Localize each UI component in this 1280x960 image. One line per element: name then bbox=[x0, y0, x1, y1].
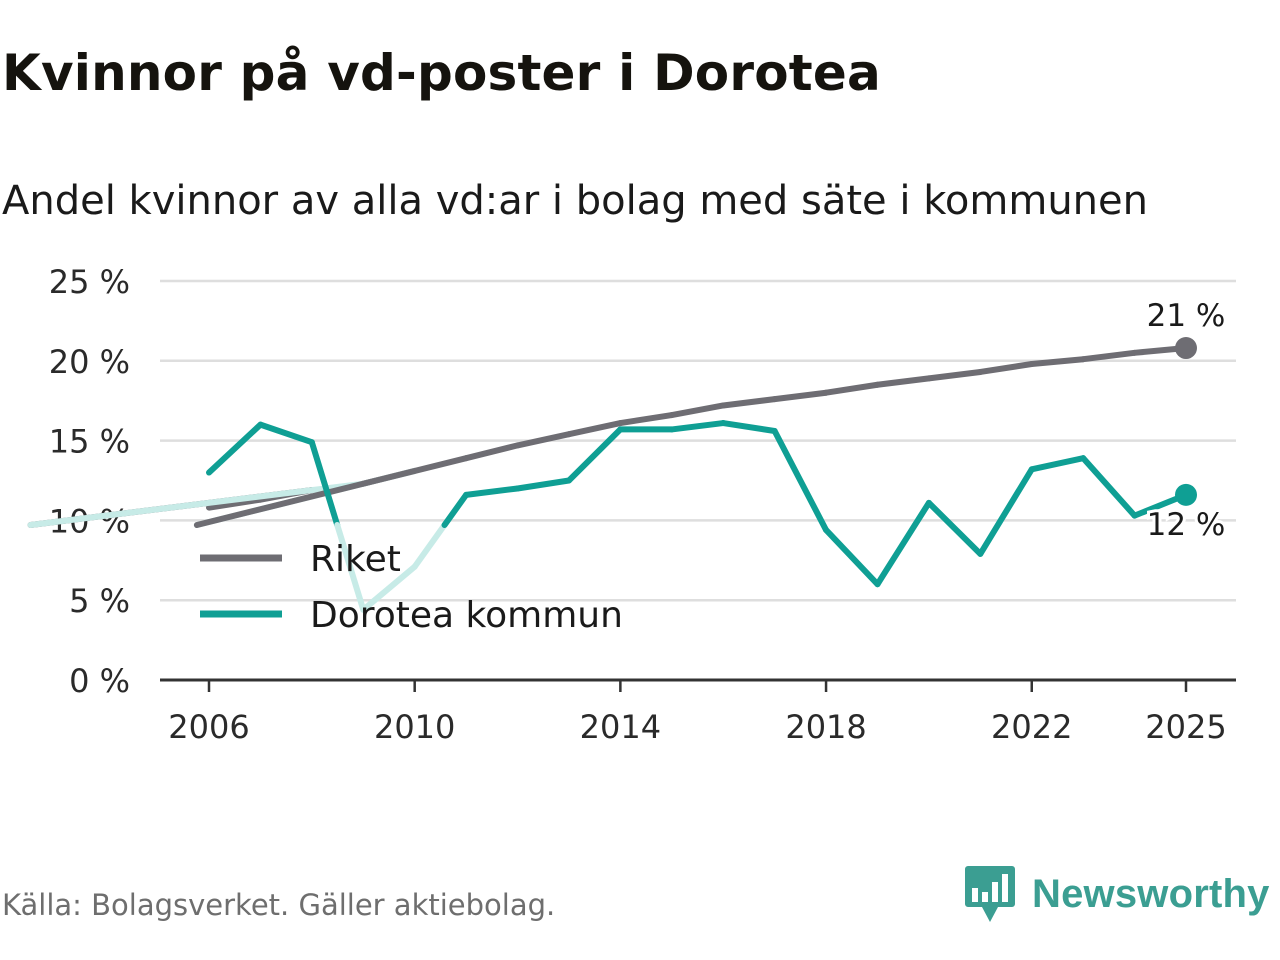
chart-subtitle: Andel kvinnor av alla vd:ar i bolag med … bbox=[2, 178, 1148, 224]
line-segment bbox=[1080, 455, 1138, 519]
line-segment bbox=[977, 466, 1035, 557]
line-segment bbox=[925, 499, 984, 557]
x-axis: 2006 2010 2014 2018 2022 2025 bbox=[160, 678, 1236, 746]
end-label-dorotea: 12 % bbox=[1147, 507, 1226, 543]
line-segment bbox=[874, 499, 932, 588]
line-segment bbox=[514, 477, 572, 492]
line-segment bbox=[1080, 349, 1138, 363]
line-segment bbox=[514, 431, 572, 449]
line-segment bbox=[565, 420, 624, 438]
line-segment bbox=[823, 381, 881, 396]
brand-name: Newsworthy bbox=[1032, 871, 1270, 916]
x-tick-label: 2010 bbox=[374, 708, 455, 746]
end-labels: 21 % 12 % bbox=[1144, 298, 1229, 546]
x-tick-label: 2025 bbox=[1145, 708, 1226, 746]
line-segment bbox=[771, 428, 830, 533]
line-segment bbox=[206, 421, 264, 476]
line-segment bbox=[360, 563, 418, 613]
line-segment bbox=[1028, 356, 1087, 367]
end-point bbox=[1175, 337, 1197, 360]
line-segment bbox=[206, 496, 264, 511]
line-segment bbox=[720, 420, 778, 435]
end-point bbox=[1175, 483, 1197, 506]
line-segment bbox=[720, 396, 778, 409]
line-segment bbox=[977, 360, 1035, 375]
newsworthy-logo-icon bbox=[965, 866, 1015, 922]
y-tick-label: 5 % bbox=[69, 582, 130, 620]
y-tick-label: 0 % bbox=[69, 662, 130, 700]
y-axis: 0 %5 %10 %15 %20 %25 % bbox=[49, 263, 130, 700]
line-segment bbox=[193, 455, 470, 528]
line-segment bbox=[668, 402, 727, 419]
x-tick-label: 2014 bbox=[580, 708, 661, 746]
legend: Riket Dorotea kommun bbox=[200, 539, 623, 636]
line-segment bbox=[565, 426, 624, 484]
line-segment bbox=[411, 522, 448, 570]
x-tick-label: 2006 bbox=[168, 708, 249, 746]
y-tick-label: 15 % bbox=[49, 423, 130, 461]
end-label-riket: 21 % bbox=[1147, 298, 1226, 334]
series-lines bbox=[27, 337, 1197, 613]
line-segment bbox=[257, 421, 315, 446]
series-riket bbox=[27, 337, 1197, 528]
line-segment bbox=[668, 420, 727, 433]
line-segment bbox=[463, 485, 521, 498]
x-tick-label: 2022 bbox=[991, 708, 1072, 746]
x-tick-label: 2018 bbox=[785, 708, 866, 746]
y-tick-label: 20 % bbox=[49, 343, 130, 381]
line-segment bbox=[874, 375, 932, 388]
line-segment bbox=[334, 522, 367, 613]
line-segment bbox=[771, 389, 830, 403]
line-segment bbox=[27, 480, 367, 528]
line-segment bbox=[617, 412, 675, 427]
series-dorotea bbox=[206, 420, 1197, 613]
line-segment bbox=[463, 442, 521, 462]
line-segment bbox=[308, 439, 341, 528]
legend-label: Dorotea kommun bbox=[310, 595, 623, 636]
line-segment bbox=[823, 526, 881, 588]
line-segment bbox=[1028, 455, 1087, 473]
y-tick-label: 25 % bbox=[49, 263, 130, 301]
line-segment bbox=[441, 491, 470, 528]
source-note: Källa: Bolagsverket. Gäller aktiebolag. bbox=[2, 888, 556, 922]
chart-title: Kvinnor på vd-poster i Dorotea bbox=[2, 44, 881, 102]
legend-label: Riket bbox=[310, 539, 401, 580]
brand-logo[interactable]: Newsworthy bbox=[964, 864, 1270, 924]
line-segment bbox=[925, 368, 984, 382]
